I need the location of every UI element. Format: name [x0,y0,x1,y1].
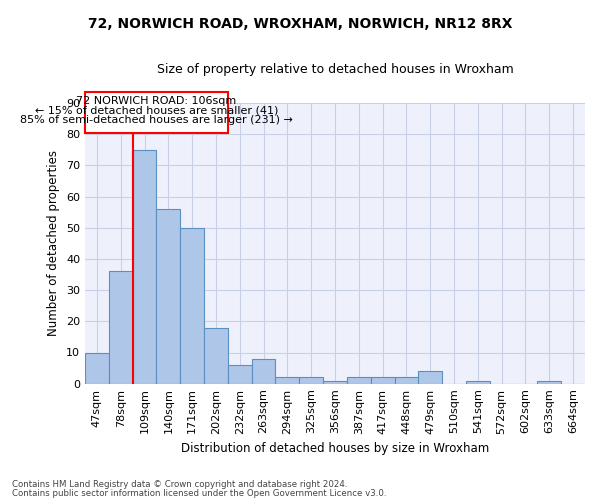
Text: Contains HM Land Registry data © Crown copyright and database right 2024.: Contains HM Land Registry data © Crown c… [12,480,347,489]
Bar [418,371,442,384]
Bar [85,92,228,132]
Bar [275,378,299,384]
Text: ← 15% of detached houses are smaller (41): ← 15% of detached houses are smaller (41… [35,105,278,115]
Bar [109,272,133,384]
Bar [538,380,561,384]
Bar [133,150,157,384]
Text: Contains public sector information licensed under the Open Government Licence v3: Contains public sector information licen… [12,488,386,498]
Bar [371,378,395,384]
Bar [466,380,490,384]
Bar [85,352,109,384]
Text: 72 NORWICH ROAD: 106sqm: 72 NORWICH ROAD: 106sqm [76,96,236,106]
Bar [180,228,204,384]
Bar [347,378,371,384]
Title: Size of property relative to detached houses in Wroxham: Size of property relative to detached ho… [157,62,514,76]
Bar [299,378,323,384]
Bar [228,365,251,384]
X-axis label: Distribution of detached houses by size in Wroxham: Distribution of detached houses by size … [181,442,489,455]
Bar [251,358,275,384]
Text: 85% of semi-detached houses are larger (231) →: 85% of semi-detached houses are larger (… [20,115,293,125]
Bar [204,328,228,384]
Text: 72, NORWICH ROAD, WROXHAM, NORWICH, NR12 8RX: 72, NORWICH ROAD, WROXHAM, NORWICH, NR12… [88,18,512,32]
Bar [395,378,418,384]
Bar [323,380,347,384]
Bar [157,209,180,384]
Y-axis label: Number of detached properties: Number of detached properties [47,150,61,336]
